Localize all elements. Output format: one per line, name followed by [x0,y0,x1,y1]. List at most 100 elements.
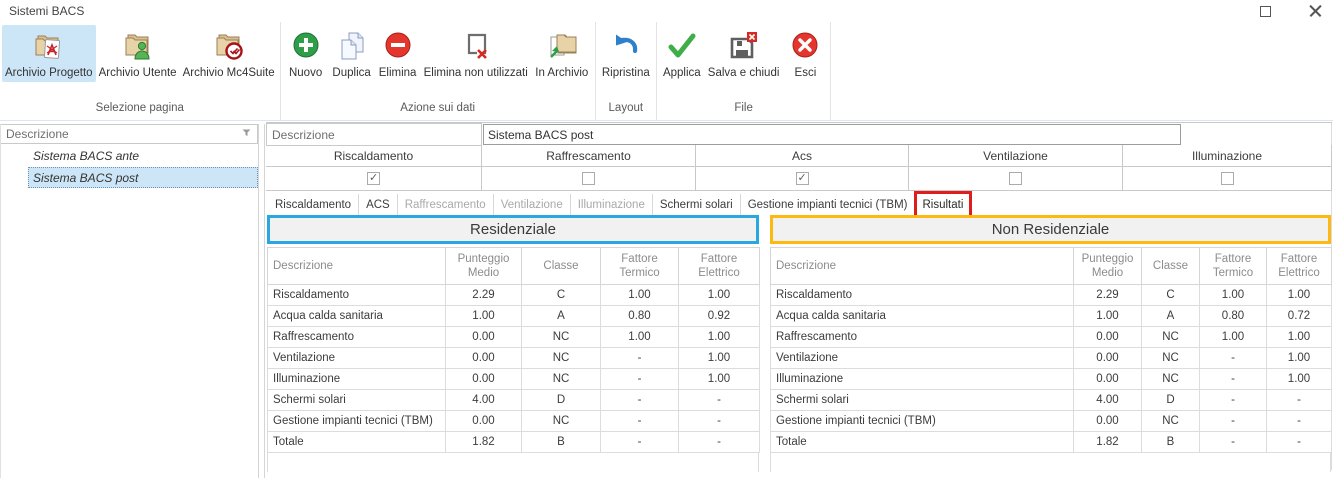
minus-circle-icon [380,28,416,64]
col-fattore-termico[interactable]: Fattore Termico [1199,247,1267,285]
ribbon-group-file: Applica Salva e chiudi Esci File [657,22,832,120]
table-row[interactable]: Totale 1.82 B - - [770,431,1332,453]
table-row[interactable]: Gestione impianti tecnici (TBM) 0.00 NC … [267,410,760,432]
table-row[interactable]: Ventilazione 0.00 NC - 1.00 [267,347,760,369]
cell-fattore-elettrico: - [678,410,760,432]
tab[interactable]: Schermi solari [653,194,741,215]
col-punteggio-medio[interactable]: Punteggio Medio [445,247,522,285]
close-button[interactable] [1305,2,1325,20]
table-row[interactable]: Riscaldamento 2.29 C 1.00 1.00 [770,284,1332,306]
ribbon-group-azione-sui-dati: Nuovo Duplica Elimina Elimina non utiliz… [281,22,596,120]
cell-punteggio-medio: 0.00 [1073,410,1142,432]
col-descrizione[interactable]: Descrizione [267,247,446,285]
tab[interactable]: Illuminazione [571,194,653,215]
table-row[interactable]: Schermi solari 4.00 D - - [770,389,1332,411]
tab-label: ACS [366,198,390,211]
sidebar-items: Sistema BACS ante Sistema BACS post [1,145,258,188]
col-classe[interactable]: Classe [521,247,601,285]
cell-descrizione: Totale [770,431,1074,453]
sidebar-list-item[interactable]: Sistema BACS ante [28,145,258,166]
non-residenziale-panel: Non Residenziale Descrizione Punteggio M… [770,215,1332,472]
table-row[interactable]: Acqua calda sanitaria 1.00 A 0.80 0.72 [770,305,1332,327]
service-checkbox-cell [482,167,696,191]
elimina-button[interactable]: Elimina [375,25,421,82]
esci-button[interactable]: Esci [782,25,828,82]
cell-fattore-elettrico: 1.00 [678,284,760,306]
tab[interactable]: Riscaldamento [268,194,360,215]
tab[interactable]: Risultati [913,191,973,218]
ripristina-button[interactable]: Ripristina [598,25,654,82]
archivio-progetto-button[interactable]: Archivio Progetto [2,25,96,83]
maximize-button[interactable] [1255,2,1275,20]
table-row[interactable]: Totale 1.82 B - - [267,431,760,453]
salva-e-chiudi-button[interactable]: Salva e chiudi [705,25,783,82]
nuovo-button[interactable]: Nuovo [283,25,329,82]
description-input[interactable]: Sistema BACS post [483,124,1181,145]
cell-fattore-elettrico: - [1266,410,1332,432]
in-archivio-button[interactable]: In Archivio [531,25,593,82]
service-header-cell: Illuminazione [1123,145,1332,167]
tab[interactable]: Raffrescamento [398,194,494,215]
cell-fattore-termico: 1.00 [600,284,679,306]
ribbon-group-caption: Selezione pagina [95,102,184,114]
cell-fattore-termico: - [600,389,679,411]
sidebar-list-item[interactable]: Sistema BACS post [28,167,258,188]
cell-descrizione: Totale [267,431,446,453]
non-residenziale-panel-title: Non Residenziale [770,215,1331,244]
filter-icon[interactable] [241,127,252,141]
table-row[interactable]: Schermi solari 4.00 D - - [267,389,760,411]
cell-fattore-elettrico: 1.00 [1266,284,1332,306]
cell-descrizione: Riscaldamento [267,284,446,306]
tab-strip: Riscaldamento ACS Raffrescamento Ventila… [268,191,973,218]
table-row[interactable]: Ventilazione 0.00 NC - 1.00 [770,347,1332,369]
ribbon-toolbar: Archivio Progetto Archivio Utente Archiv… [0,22,1333,121]
col-fattore-termico[interactable]: Fattore Termico [600,247,679,285]
ribbon-group-layout: Ripristina Layout [596,22,657,120]
archivio-utente-button[interactable]: Archivio Utente [96,25,180,82]
service-checkbox[interactable] [1009,172,1022,185]
cell-fattore-termico: - [1199,347,1267,369]
table-row[interactable]: Gestione impianti tecnici (TBM) 0.00 NC … [770,410,1332,432]
cell-classe: A [521,305,601,327]
col-descrizione[interactable]: Descrizione [770,247,1074,285]
cell-punteggio-medio: 4.00 [1073,389,1142,411]
cell-classe: NC [1141,347,1200,369]
cell-punteggio-medio: 1.82 [1073,431,1142,453]
cell-fattore-elettrico: - [1266,389,1332,411]
titlebar: Sistemi BACS [0,0,1333,22]
table-tail-border [267,453,759,472]
cell-fattore-elettrico: 1.00 [1266,368,1332,390]
table-row[interactable]: Riscaldamento 2.29 C 1.00 1.00 [267,284,760,306]
service-checkbox[interactable] [582,172,595,185]
cell-fattore-termico: - [600,410,679,432]
tab[interactable]: Gestione impianti tecnici (TBM) [741,194,916,215]
col-classe[interactable]: Classe [1141,247,1200,285]
cell-classe: NC [1141,368,1200,390]
button-label: Esci [794,67,817,79]
table-row[interactable]: Raffrescamento 0.00 NC 1.00 1.00 [770,326,1332,348]
sidebar-column-header[interactable]: Descrizione [1,124,258,144]
table-row[interactable]: Acqua calda sanitaria 1.00 A 0.80 0.92 [267,305,760,327]
service-checkbox[interactable] [367,171,380,185]
applica-button[interactable]: Applica [659,25,705,82]
duplica-button[interactable]: Duplica [329,25,375,82]
tab[interactable]: ACS [359,194,398,215]
vertical-splitter[interactable] [258,124,265,478]
table-row[interactable]: Illuminazione 0.00 NC - 1.00 [770,368,1332,390]
sidebar-item-label: Sistema BACS ante [33,149,140,163]
col-fattore-elettrico[interactable]: Fattore Elettrico [678,247,760,285]
archivio-mc4suite-button[interactable]: Archivio Mc4Suite [180,25,278,82]
tab-label: Risultati [922,198,964,211]
col-punteggio-medio[interactable]: Punteggio Medio [1073,247,1142,285]
elimina-non-utilizzati-button[interactable]: Elimina non utilizzati [421,25,531,82]
cell-classe: C [521,284,601,306]
service-checkbox-cell [1123,167,1332,191]
plus-circle-icon [288,28,324,64]
service-checkbox[interactable] [795,171,809,185]
table-row[interactable]: Illuminazione 0.00 NC - 1.00 [267,368,760,390]
button-label: Duplica [332,67,371,79]
col-fattore-elettrico[interactable]: Fattore Elettrico [1266,247,1332,285]
table-row[interactable]: Raffrescamento 0.00 NC 1.00 1.00 [267,326,760,348]
tab[interactable]: Ventilazione [494,194,571,215]
service-checkbox[interactable] [1220,172,1234,185]
